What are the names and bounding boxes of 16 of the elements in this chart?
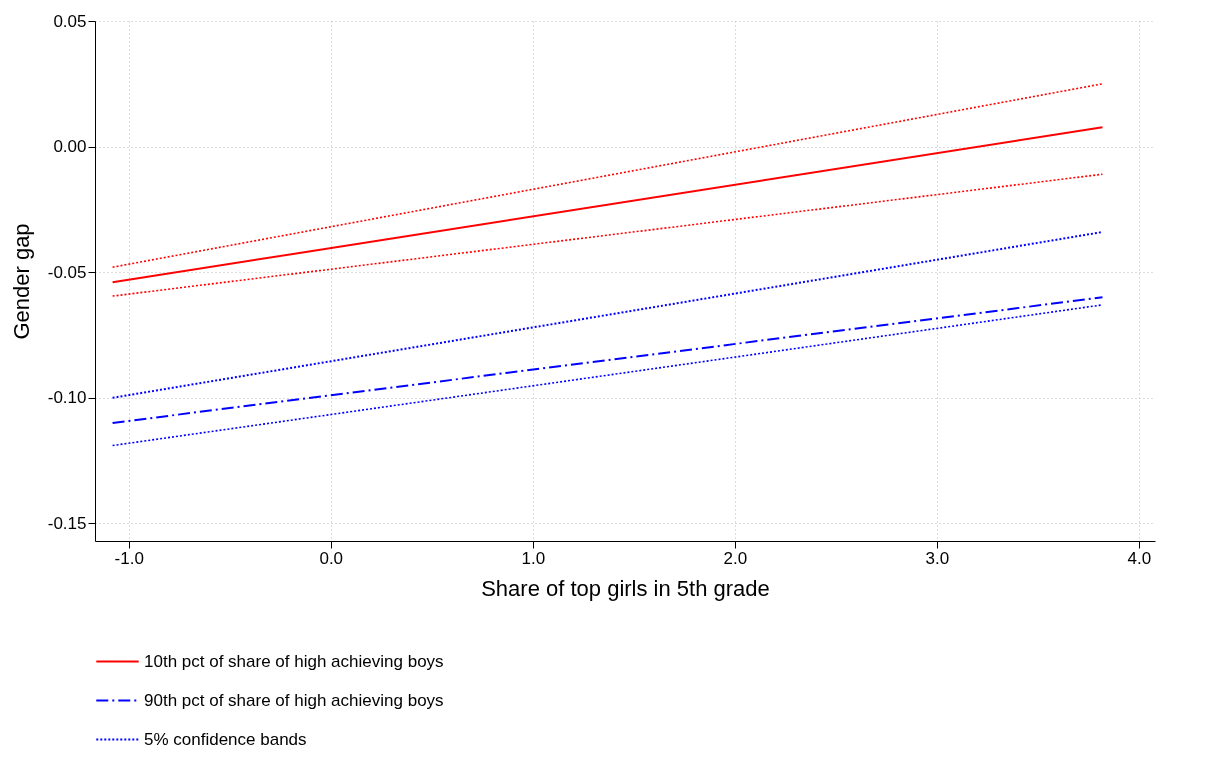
y-tick-label: -0.10 [47, 388, 87, 408]
y-tick-label: -0.05 [47, 262, 87, 282]
y-tick-label: 0.00 [53, 137, 87, 157]
x-tick-label: 2.0 [723, 548, 748, 568]
x-axis-title: Share of top girls in 5th grade [481, 575, 770, 601]
y-axis-title: Gender gap [8, 223, 34, 340]
x-tick-label: 0.0 [319, 548, 344, 568]
x-tick-label: -1.0 [114, 548, 144, 568]
y-tick-label: 0.05 [53, 11, 87, 31]
x-tick-label: 4.0 [1127, 548, 1152, 568]
legend-label: 10th pct of share of high achieving boys [144, 651, 444, 671]
x-tick-label: 1.0 [521, 548, 546, 568]
x-tick-label: 3.0 [925, 548, 950, 568]
legend-label: 5% confidence bands [144, 729, 307, 749]
legend-label: 90th pct of share of high achieving boys [144, 690, 444, 710]
y-tick-label: -0.15 [47, 513, 87, 533]
